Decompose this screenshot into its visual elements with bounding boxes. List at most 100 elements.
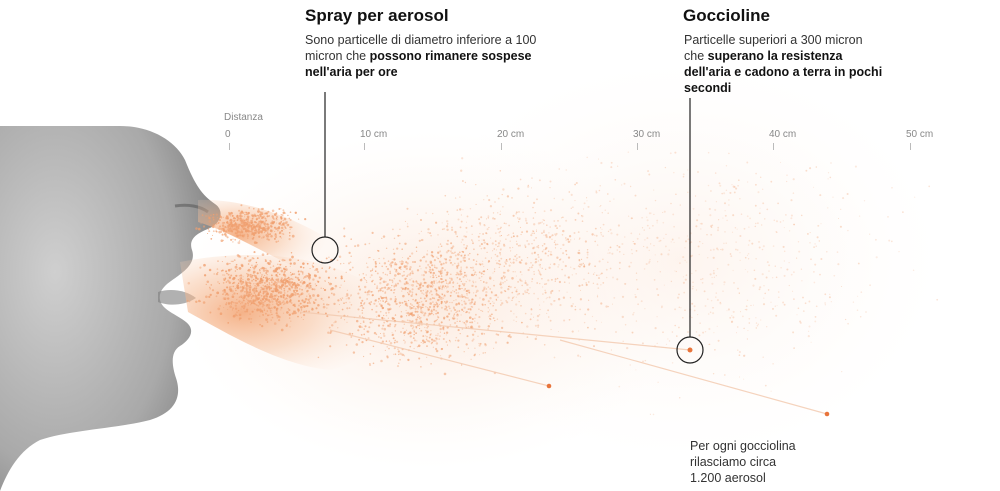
aerosol-particle	[826, 251, 828, 253]
aerosol-particle	[224, 297, 227, 300]
aerosol-particle	[764, 292, 766, 295]
aerosol-particle	[738, 350, 741, 354]
aerosol-particle	[248, 281, 251, 284]
aerosol-particle	[529, 318, 532, 321]
aerosol-particle	[233, 292, 236, 295]
aerosol-particle	[471, 318, 474, 320]
aerosol-particle	[465, 296, 467, 299]
aerosol-particle	[710, 226, 713, 228]
aerosol-particle	[408, 299, 410, 302]
aerosol-particle	[539, 282, 541, 285]
aerosol-particle	[496, 225, 498, 227]
aerosol-particle	[558, 168, 560, 170]
tick-mark-30	[637, 143, 638, 150]
aerosol-particle	[240, 308, 242, 310]
aerosol-particle	[493, 294, 496, 297]
aerosol-particle	[260, 267, 262, 270]
aerosol-particle	[214, 225, 216, 227]
aerosol-particle	[403, 334, 405, 336]
aerosol-particle	[241, 231, 244, 234]
aerosol-particle	[368, 326, 371, 329]
aerosol-particle	[531, 232, 534, 235]
aerosol-particle	[448, 259, 451, 262]
aerosol-particle	[521, 280, 523, 282]
aerosol-particle	[297, 308, 300, 311]
aerosol-particle	[472, 274, 474, 277]
aerosol-particle	[382, 332, 385, 335]
aerosol-particle	[247, 234, 250, 237]
aerosol-particle	[473, 248, 475, 251]
aerosol-particle	[468, 299, 471, 302]
aerosol-particle	[226, 262, 229, 266]
aerosol-particle	[439, 331, 441, 333]
aerosol-particle	[289, 226, 292, 229]
aerosol-particle	[469, 321, 471, 324]
aerosol-particle	[545, 298, 547, 300]
aerosol-particle	[731, 184, 733, 186]
aerosol-particle	[451, 263, 454, 266]
aerosol-particle	[574, 308, 577, 311]
aerosol-particle	[304, 218, 307, 221]
aerosol-particle	[278, 284, 280, 287]
aerosol-particle	[274, 226, 276, 229]
aerosol-particle	[445, 306, 448, 308]
aerosol-particle	[363, 303, 365, 305]
aerosol-particle	[501, 276, 503, 279]
aerosol-particle	[600, 321, 603, 323]
aerosol-particle	[533, 239, 536, 242]
aerosol-particle	[257, 291, 260, 294]
aerosol-particle	[563, 281, 566, 284]
aerosol-particle	[358, 338, 361, 341]
aerosol-particle	[712, 272, 715, 275]
aerosol-particle	[462, 209, 464, 211]
aerosol-particle	[510, 261, 512, 263]
aerosol-particle	[222, 297, 226, 300]
aerosol-particle	[288, 288, 291, 290]
aerosol-particle	[648, 173, 651, 176]
aerosol-particle	[724, 210, 726, 212]
aerosol-particle	[512, 258, 515, 261]
aerosol-particle	[431, 264, 434, 267]
aerosol-particle	[667, 253, 670, 256]
aerosol-particle	[239, 217, 242, 220]
aerosol-particle	[346, 294, 349, 297]
aerosol-particle	[463, 295, 466, 298]
aerosol-particle	[583, 264, 585, 266]
aerosol-particle	[354, 245, 357, 248]
aerosol-particle	[673, 171, 675, 174]
aerosol-particle	[599, 273, 602, 275]
aerosol-particle	[425, 318, 428, 321]
aerosol-particle	[806, 232, 809, 235]
aerosol-particle	[429, 266, 431, 269]
aerosol-particle	[544, 252, 547, 255]
aerosol-particle	[554, 280, 556, 282]
aerosol-particle	[221, 233, 224, 236]
aerosol-particle	[208, 217, 211, 220]
aerosol-particle	[364, 279, 366, 281]
aerosol-particle	[433, 259, 436, 262]
aerosol-particle	[518, 292, 521, 295]
aerosol-particle	[482, 281, 485, 283]
aerosol-particle	[782, 245, 785, 248]
aerosol-particle	[366, 293, 369, 296]
aerosol-particle	[772, 245, 775, 247]
aerosol-particle	[507, 287, 510, 291]
aerosol-particle	[289, 218, 292, 221]
aerosol-particle	[411, 270, 414, 273]
aerosol-particle	[554, 243, 557, 246]
aerosol-particle	[469, 307, 472, 311]
aerosol-particle	[262, 211, 264, 213]
aerosol-particle	[403, 270, 405, 273]
aerosol-particle	[438, 303, 440, 306]
aerosol-particle	[378, 257, 380, 260]
aerosol-particle	[345, 301, 347, 304]
droplet-callout-circle	[676, 336, 704, 364]
aerosol-particle	[272, 229, 274, 231]
aerosol-particle	[609, 246, 612, 249]
aerosol-particle	[328, 326, 331, 329]
aerosol-particle	[527, 195, 529, 197]
aerosol-particle	[668, 249, 670, 252]
aerosol-particle	[426, 253, 429, 256]
aerosol-particle	[227, 226, 230, 229]
aerosol-particle	[237, 282, 240, 285]
